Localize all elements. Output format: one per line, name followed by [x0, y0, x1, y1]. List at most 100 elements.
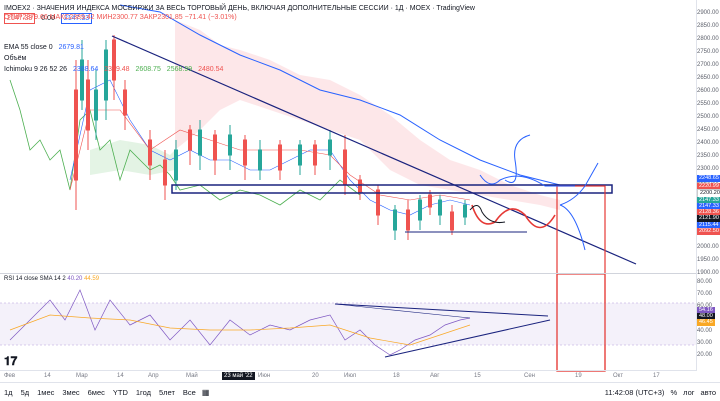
- price-badge: 2128.36: [697, 209, 720, 216]
- timeframe-button[interactable]: 5лет: [159, 387, 175, 397]
- timeframe-button[interactable]: 5д: [20, 387, 30, 397]
- candlesticks: [74, 35, 467, 240]
- timeframe-button[interactable]: 3мес: [62, 387, 80, 397]
- volume-legend[interactable]: Объём: [4, 53, 30, 64]
- rsi-value: 40.20: [67, 276, 83, 282]
- ichimoku-cloud: [90, 20, 560, 210]
- buy-price[interactable]: 2147.33: [60, 13, 93, 24]
- timeframe-button[interactable]: 6мес: [87, 387, 105, 397]
- time-axis-label: 14: [117, 373, 124, 379]
- time-axis-label: 20: [312, 373, 319, 379]
- ema-value: 2679.81: [58, 44, 84, 51]
- timeframe-button[interactable]: Все: [182, 387, 196, 397]
- rsi-legend[interactable]: RSI 14 close SMA 14 2 40.20 44.59: [4, 276, 99, 282]
- time-axis-label: Авг: [430, 373, 440, 379]
- ichimoku-value-1: 2388.64: [73, 66, 99, 73]
- ohlc-values: ОТКР2379.66 МАКС2389.42 МИН2300.77 ЗАКР2…: [4, 14, 237, 21]
- rsi-axis-label: 70.00: [697, 291, 713, 297]
- ichimoku-lagging-line: [9, 79, 361, 206]
- price-axis-label: 2650.00: [697, 75, 719, 81]
- volume-label: Объём: [4, 55, 27, 62]
- rsi-badge: 48.00: [697, 313, 715, 320]
- price-axis-label: 2300.00: [697, 166, 719, 172]
- ichimoku-base-line: [69, 109, 471, 201]
- time-axis-label: 19: [575, 373, 582, 379]
- time-axis-label: Сен: [524, 373, 535, 379]
- rsi-badge: 54.16: [697, 307, 715, 314]
- tradingview-logo[interactable]: 𝟏𝟕: [4, 354, 18, 368]
- price-axis-label: 2350.00: [697, 153, 719, 159]
- forecast-path-black: [469, 205, 506, 223]
- ema-legend[interactable]: EMA 55 close 0 2679.81: [4, 42, 88, 53]
- price-axis-label: 1900.00: [697, 270, 719, 276]
- price-badge: 2248.65: [697, 175, 720, 182]
- timeframe-button[interactable]: 1д: [4, 387, 13, 397]
- rsi-badge: 46.45: [697, 319, 715, 326]
- time-axis-label: 15: [474, 373, 481, 379]
- price-axis-label: 2450.00: [697, 127, 719, 133]
- forecast-arrow-mid: [479, 174, 575, 187]
- time-axis-label: Окт: [613, 373, 624, 379]
- rsi-lower-trend: [384, 319, 551, 358]
- forecast-arrow-up-1: [504, 134, 531, 183]
- price-axis-label: 2000.00: [697, 244, 719, 250]
- price-axis-border: [696, 0, 697, 370]
- time-axis-label: Мар: [76, 373, 88, 379]
- rsi-axis-label: 30.00: [697, 340, 713, 346]
- rsi-upper-trend: [334, 303, 549, 317]
- time-axis[interactable]: Фев 14 Мар 14 Апр Май Июн 20 Июл 18 Авг 15 Сен 19 Окт 1…: [0, 370, 697, 383]
- timeframe-button[interactable]: 1год: [135, 387, 151, 397]
- rsi-sma-value: 44.59: [84, 276, 100, 282]
- time-axis-label: Фев: [4, 373, 16, 379]
- ichimoku-value-4: 2568.99: [166, 66, 193, 73]
- price-axis-label: 1950.00: [697, 257, 719, 263]
- time-axis-label: 17: [653, 373, 660, 379]
- rsi-sma-line: [9, 314, 471, 346]
- rsi-label: RSI 14 close SMA 14 2: [4, 276, 66, 282]
- timeframe-list: 1д 5д 1мес 3мес 6мес YTD 1год 5лет Все: [0, 388, 200, 397]
- clock[interactable]: 11:42:08 (UTC+3): [604, 387, 665, 397]
- price-axis-label: 2900.00: [697, 10, 719, 16]
- ichimoku-value-2: 2369.48: [104, 66, 130, 73]
- timeframe-button[interactable]: YTD: [112, 387, 128, 397]
- chart-title: IMOEX2 · ЗНАЧЕНИЯ ИНДЕКСА МОСБИРЖИ ЗА ВЕ…: [4, 5, 475, 12]
- price-axis-label: 2400.00: [697, 140, 719, 146]
- ema-label: EMA 55 close 0: [4, 44, 53, 51]
- percent-toggle[interactable]: %: [670, 387, 678, 397]
- price-badge: 2220.99: [697, 183, 720, 190]
- rsi-connector: [334, 303, 471, 319]
- time-axis-label: Июл: [344, 373, 357, 379]
- ichimoku-legend[interactable]: Ichimoku 9 26 52 26 2388.64 2369.48 2608…: [4, 64, 227, 75]
- price-axis-label: 2800.00: [697, 36, 719, 42]
- price-axis-label: 2850.00: [697, 23, 719, 29]
- time-axis-label: Май: [186, 373, 198, 379]
- bottom-toolbar: 1д 5д 1мес 3мес 6мес YTD 1год 5лет Все ▦ 11:42:0…: [0, 382, 720, 401]
- spread: 0.00: [41, 15, 55, 22]
- support-rectangle: [171, 184, 613, 194]
- log-toggle[interactable]: лог: [683, 387, 695, 397]
- downtrend-line: [111, 35, 637, 265]
- ichimoku-value-5: 2480.54: [198, 66, 224, 73]
- forecast-arrow-down: [559, 204, 586, 251]
- calendar-icon[interactable]: ▦: [201, 387, 210, 397]
- price-axis-label: 2550.00: [697, 101, 719, 107]
- forecast-arrow-up-2: [559, 162, 599, 206]
- timeframe-button[interactable]: 1мес: [37, 387, 55, 397]
- price-axis-label: 2700.00: [697, 62, 719, 68]
- auto-toggle[interactable]: авто: [700, 387, 716, 397]
- price-axis-label: 2750.00: [697, 49, 719, 55]
- time-axis-label: Апр: [148, 373, 159, 379]
- price-axis-label: 2600.00: [697, 88, 719, 94]
- price-badge: 2147.33: [697, 197, 720, 204]
- rsi-axis-label: 20.00: [697, 352, 713, 358]
- sell-price[interactable]: 2147.33: [4, 13, 36, 24]
- rsi-line: [9, 289, 471, 356]
- rsi-axis-label: 60.00: [697, 303, 713, 309]
- forecast-path-red: [471, 204, 556, 229]
- price-badge: 2121.90: [697, 215, 720, 222]
- rsi-axis-label: 40.00: [697, 328, 713, 334]
- time-axis-crosshair-label: 23 май '22: [222, 372, 255, 380]
- pane-separator[interactable]: [0, 273, 697, 274]
